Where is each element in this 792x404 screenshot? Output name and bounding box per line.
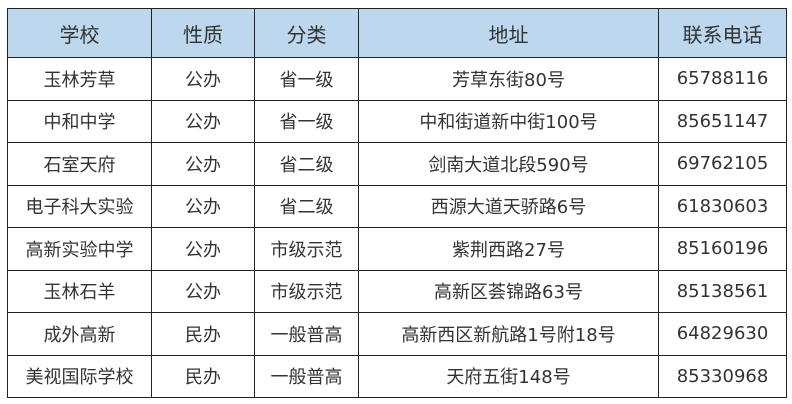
phone-cell: 85138561 [658,269,787,313]
phone-cell: 85651147 [658,99,787,143]
header-school: 学校 [7,8,152,58]
category-cell: 省一级 [254,99,359,143]
school-cell: 玉林石羊 [7,269,152,313]
table-row: 中和中学 公办 省一级 中和街道新中街100号 85651147 [7,99,787,143]
school-cell: 电子科大实验 [7,184,152,228]
phone-cell: 69762105 [658,142,787,186]
table-row: 电子科大实验 公办 省二级 西源大道天骄路6号 61830603 [7,184,787,228]
type-cell: 公办 [151,184,255,228]
table-row: 美视国际学校 民办 一般普高 天府五街148号 85330968 [7,354,787,398]
type-cell: 公办 [151,57,255,101]
school-table: 学校 性质 分类 地址 联系电话 玉林芳草 公办 省一级 芳草东街80号 6578811… [7,8,787,398]
school-cell: 高新实验中学 [7,227,152,271]
address-cell: 中和街道新中街100号 [358,99,659,143]
type-cell: 公办 [151,227,255,271]
phone-cell: 65788116 [658,57,787,101]
category-cell: 省二级 [254,142,359,186]
phone-cell: 85330968 [658,354,787,398]
type-cell: 民办 [151,354,255,398]
school-cell: 美视国际学校 [7,354,152,398]
header-type: 性质 [151,8,255,58]
table-row: 高新实验中学 公办 市级示范 紫荆西路27号 85160196 [7,227,787,271]
category-cell: 省二级 [254,184,359,228]
phone-cell: 64829630 [658,312,787,356]
table-header-row: 学校 性质 分类 地址 联系电话 [7,8,787,58]
phone-cell: 61830603 [658,184,787,228]
school-cell: 玉林芳草 [7,57,152,101]
address-cell: 芳草东街80号 [358,57,659,101]
address-cell: 高新区荟锦路63号 [358,269,659,313]
table-row: 石室天府 公办 省二级 剑南大道北段590号 69762105 [7,142,787,186]
table-row: 玉林石羊 公办 市级示范 高新区荟锦路63号 85138561 [7,269,787,313]
school-cell: 成外高新 [7,312,152,356]
header-address: 地址 [358,8,659,58]
type-cell: 公办 [151,269,255,313]
header-phone: 联系电话 [658,8,787,58]
header-category: 分类 [254,8,359,58]
school-cell: 中和中学 [7,99,152,143]
address-cell: 天府五街148号 [358,354,659,398]
table-row: 玉林芳草 公办 省一级 芳草东街80号 65788116 [7,57,787,101]
category-cell: 一般普高 [254,354,359,398]
category-cell: 市级示范 [254,227,359,271]
category-cell: 市级示范 [254,269,359,313]
table-row: 成外高新 民办 一般普高 高新西区新航路1号附18号 64829630 [7,312,787,356]
type-cell: 公办 [151,142,255,186]
category-cell: 省一级 [254,57,359,101]
address-cell: 西源大道天骄路6号 [358,184,659,228]
category-cell: 一般普高 [254,312,359,356]
type-cell: 公办 [151,99,255,143]
phone-cell: 85160196 [658,227,787,271]
school-cell: 石室天府 [7,142,152,186]
address-cell: 剑南大道北段590号 [358,142,659,186]
address-cell: 紫荆西路27号 [358,227,659,271]
type-cell: 民办 [151,312,255,356]
address-cell: 高新西区新航路1号附18号 [358,312,659,356]
